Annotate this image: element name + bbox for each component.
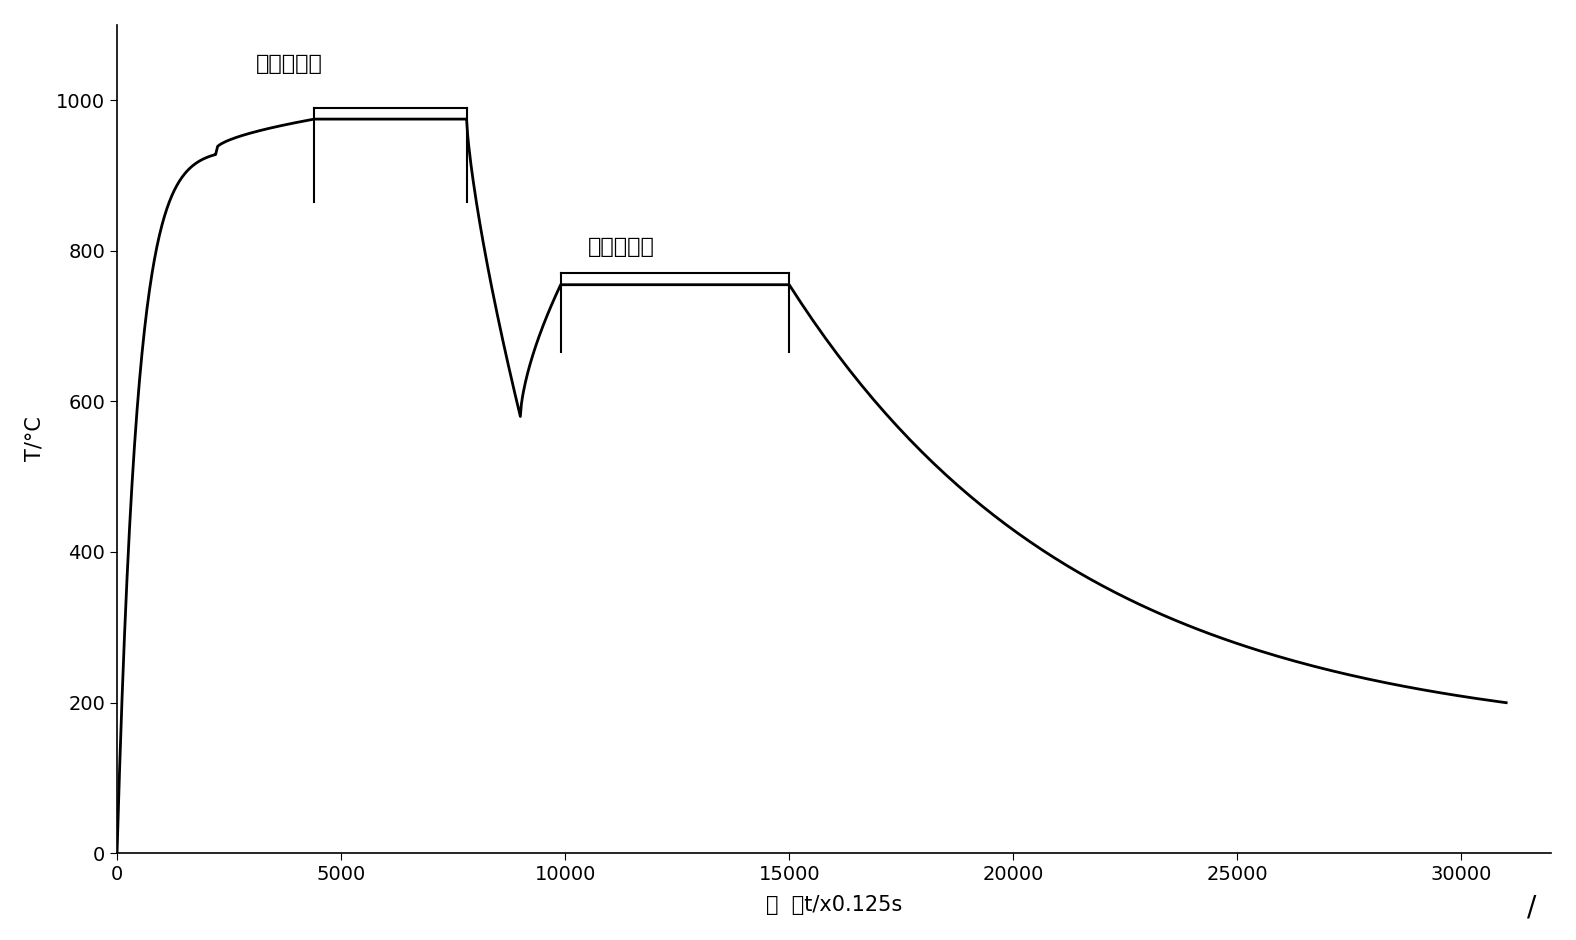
- Text: 固溶热处理: 固溶热处理: [255, 55, 323, 74]
- X-axis label: 时  间t/x0.125s: 时 间t/x0.125s: [766, 895, 901, 915]
- Y-axis label: T/°C: T/°C: [25, 416, 46, 462]
- Text: /: /: [1527, 893, 1537, 921]
- Text: 退火热处理: 退火热处理: [588, 237, 654, 258]
